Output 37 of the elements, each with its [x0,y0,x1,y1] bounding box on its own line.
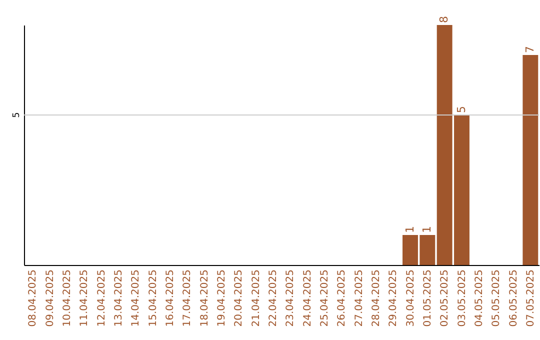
x-tick-label: 26.04.2025 [336,270,348,327]
x-tick-label: 08.04.2025 [28,270,39,327]
x-tick-label: 14.04.2025 [130,270,142,327]
x-tick-label: 20.04.2025 [234,270,245,327]
x-tick-label: 19.04.2025 [216,270,228,327]
data-label: 8 [438,16,451,23]
x-tick-label: 21.04.2025 [250,270,262,327]
x-tick-label: 02.05.2025 [440,270,451,327]
bar [522,55,538,265]
x-tick-label: 15.04.2025 [148,270,159,327]
x-tick-label: 01.05.2025 [422,270,434,327]
x-tick-label: 12.04.2025 [96,270,108,327]
ref-line-label: 5 [12,112,22,118]
x-tick-label: 07.05.2025 [525,270,536,327]
x-tick-label: 17.04.2025 [182,270,194,327]
data-label: 7 [523,46,536,53]
x-tick-label: 16.04.2025 [164,270,176,327]
x-tick-label: 28.04.2025 [370,270,382,327]
x-tick-label: 18.04.2025 [199,270,210,327]
x-tick-label: 06.05.2025 [508,270,520,327]
x-tick-label: 04.05.2025 [474,270,485,327]
x-tick-label: 29.04.2025 [388,270,400,327]
x-tick-label: 09.04.2025 [44,270,56,327]
x-tick-label: 23.04.2025 [285,270,296,327]
x-tick-label: 05.05.2025 [491,270,502,327]
x-tick-label: 11.04.2025 [79,270,90,327]
x-tick-label: 03.05.2025 [456,270,468,327]
x-tick-label: 22.04.2025 [268,270,279,327]
data-label: 5 [454,106,468,113]
x-tick-label: 27.04.2025 [354,270,365,327]
data-label: 1 [403,226,416,233]
x-tick-label: 25.04.2025 [319,270,330,327]
x-tick-label: 10.04.2025 [62,270,73,327]
data-label: 1 [420,226,434,233]
x-tick-label: 24.04.2025 [302,270,314,327]
x-tick-label: 13.04.2025 [113,270,124,327]
x-tick-label: 30.04.2025 [405,270,416,327]
